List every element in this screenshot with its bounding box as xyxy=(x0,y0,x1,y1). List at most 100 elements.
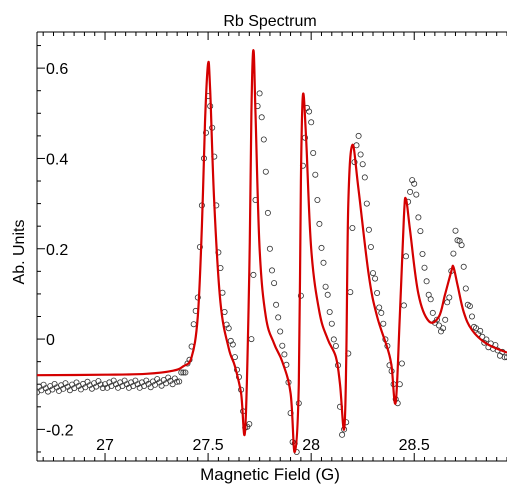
data-point xyxy=(378,309,385,316)
data-point xyxy=(250,271,257,278)
data-point xyxy=(468,313,475,320)
data-point xyxy=(225,325,232,332)
data-point xyxy=(308,119,315,126)
data-point xyxy=(256,90,263,97)
data-point xyxy=(473,325,480,332)
x-tick-label: 28 xyxy=(302,437,320,454)
data-point xyxy=(355,132,362,139)
y-tick-label: 0.2 xyxy=(46,242,68,259)
data-point xyxy=(339,431,346,438)
data-point xyxy=(173,378,180,385)
data-point xyxy=(423,278,430,285)
data-point xyxy=(437,328,444,335)
axis-ticks xyxy=(37,32,507,461)
data-point xyxy=(184,360,191,367)
data-point xyxy=(281,351,288,358)
data-point xyxy=(268,267,275,274)
data-point xyxy=(273,301,280,308)
data-point xyxy=(409,177,416,184)
data-point xyxy=(264,209,271,216)
data-point xyxy=(275,314,282,321)
data-point xyxy=(324,291,331,298)
y-tick-label: 0 xyxy=(46,332,55,349)
data-point xyxy=(483,336,490,343)
data-point xyxy=(51,380,58,387)
data-point xyxy=(202,129,209,136)
data-points-series xyxy=(37,90,507,455)
data-point xyxy=(306,108,313,115)
data-point xyxy=(178,369,185,376)
data-point xyxy=(310,149,317,156)
data-point xyxy=(312,171,319,178)
data-point xyxy=(347,289,354,296)
data-point xyxy=(407,188,414,195)
data-point xyxy=(398,360,405,367)
data-point xyxy=(376,304,383,311)
data-point xyxy=(320,259,327,266)
data-point xyxy=(466,303,473,310)
y-tick-label: 0.4 xyxy=(46,151,68,168)
data-point xyxy=(196,243,203,250)
data-point xyxy=(452,227,459,234)
data-point xyxy=(314,196,321,203)
data-point xyxy=(365,226,372,233)
data-point xyxy=(316,220,323,227)
data-point xyxy=(332,342,339,349)
data-point xyxy=(318,244,325,251)
data-point xyxy=(374,289,381,296)
data-point xyxy=(380,320,387,327)
data-point xyxy=(258,114,265,121)
data-point xyxy=(477,327,484,334)
data-point xyxy=(158,382,165,389)
data-point xyxy=(180,369,187,376)
data-point xyxy=(419,250,426,257)
data-point xyxy=(442,316,449,323)
y-tick-label: 0.6 xyxy=(46,61,68,78)
data-point xyxy=(248,336,255,343)
y-axis-label: Ab. Units xyxy=(11,220,28,285)
data-point xyxy=(400,302,407,309)
data-point xyxy=(446,294,453,301)
data-point xyxy=(450,250,457,257)
data-point xyxy=(427,296,434,303)
data-point xyxy=(176,378,183,385)
data-point xyxy=(501,354,507,361)
data-point xyxy=(458,242,465,249)
y-tick-label: -0.2 xyxy=(46,422,74,439)
data-point xyxy=(415,214,422,221)
x-tick-label: 27.5 xyxy=(193,437,224,454)
x-tick-label: 28.5 xyxy=(399,437,430,454)
data-point xyxy=(402,253,409,260)
data-point xyxy=(262,168,269,175)
data-point xyxy=(369,270,376,277)
data-point xyxy=(182,369,189,376)
data-point xyxy=(417,228,424,235)
data-point xyxy=(433,316,440,323)
data-point xyxy=(277,328,284,335)
data-point xyxy=(271,280,278,287)
tick-labels: 27 27.5 28 28.5 -0.2 0 0.2 0.4 0.6 xyxy=(46,61,430,454)
data-point xyxy=(246,420,253,427)
data-point xyxy=(190,321,197,328)
data-point xyxy=(435,322,442,329)
data-point xyxy=(444,299,451,306)
data-point xyxy=(349,224,356,231)
data-point xyxy=(169,381,176,388)
data-point xyxy=(411,180,418,187)
data-point xyxy=(266,245,273,252)
data-point xyxy=(460,263,467,270)
data-point xyxy=(363,200,370,207)
data-point xyxy=(322,283,329,290)
data-point xyxy=(328,320,335,327)
data-point xyxy=(421,264,428,271)
data-point xyxy=(413,191,420,198)
x-axis-label: Magnetic Field (G) xyxy=(200,465,340,484)
data-point xyxy=(372,275,379,282)
data-point xyxy=(359,161,366,168)
data-point xyxy=(260,136,267,143)
data-point xyxy=(330,336,337,343)
data-point xyxy=(229,341,236,348)
data-point xyxy=(279,342,286,349)
data-point xyxy=(367,243,374,250)
